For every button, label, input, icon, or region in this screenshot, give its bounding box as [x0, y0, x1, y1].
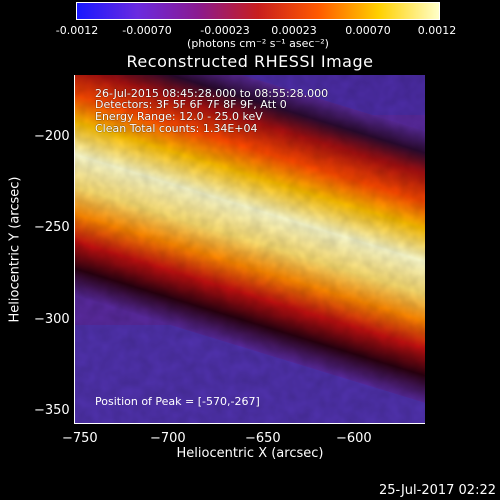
colorbar-label-6: 0.0012 [417, 24, 457, 37]
y-tick-label: −250 [34, 220, 70, 235]
timestamp: 25-Jul-2017 02:22 [378, 483, 496, 498]
y-axis-line [74, 75, 75, 424]
colorbar-label-5: 0.00070 [345, 24, 391, 37]
annotation-energy-range: Energy Range: 12.0 - 25.0 keV [95, 110, 263, 123]
annotation-detectors: Detectors: 3F 5F 6F 7F 8F 9F, Att 0 [95, 98, 287, 111]
y-axis-label: Heliocentric Y (arcsec) [7, 176, 23, 323]
y-tick-label: −300 [34, 312, 70, 327]
colorbar [76, 2, 440, 20]
rhessi-image-map [75, 75, 425, 423]
x-tick-label: −750 [62, 431, 98, 446]
y-tick-label: −200 [34, 129, 70, 144]
annotation-time-range: 26-Jul-2015 08:45:28.000 to 08:55:28.000 [95, 87, 329, 100]
annotation-clean-counts: Clean Total counts: 1.34E+04 [95, 122, 258, 135]
colorbar-units: (photons cm⁻² s⁻¹ asec⁻²) [187, 37, 329, 50]
x-axis-line [75, 423, 425, 424]
x-tick-label: −650 [245, 431, 281, 446]
plot-title: Reconstructed RHESSI Image [126, 52, 374, 71]
colorbar-label-4: 0.00023 [271, 24, 317, 37]
y-tick-label: −350 [34, 403, 70, 418]
colorbar-label-1: -0.0012 [55, 24, 99, 37]
colorbar-label-2: -0.00070 [122, 24, 172, 37]
colorbar-label-3: -0.00023 [200, 24, 250, 37]
rhessi-image: 26-Jul-2015 08:45:28.000 to 08:55:28.000… [75, 75, 425, 423]
x-tick-label: −700 [150, 431, 186, 446]
annotation-peak-position: Position of Peak = [-570,-267] [95, 395, 260, 408]
x-tick-label: −600 [336, 431, 372, 446]
x-axis-label: Heliocentric X (arcsec) [176, 446, 324, 461]
